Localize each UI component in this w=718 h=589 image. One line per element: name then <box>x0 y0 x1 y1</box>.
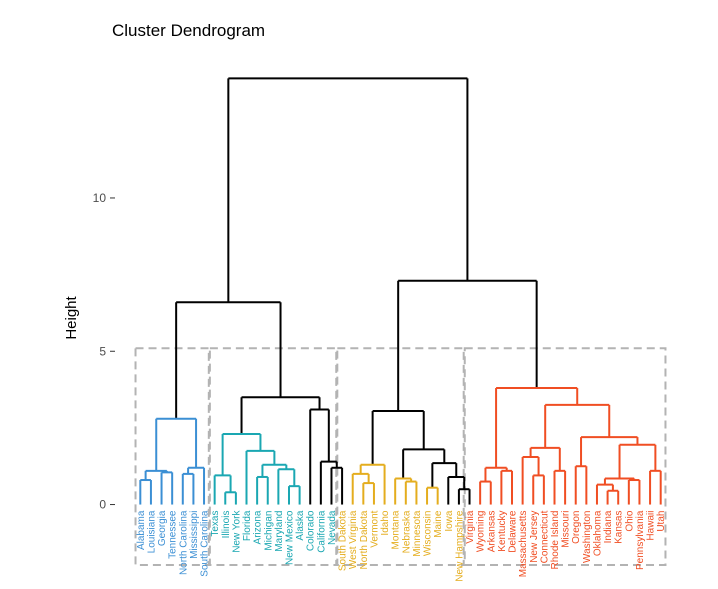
leaf-label: Georgia <box>157 510 168 546</box>
leaf-label: Oklahoma <box>592 510 603 556</box>
leaf-label: Nebraska <box>401 510 412 553</box>
dendrogram-links <box>139 77 662 505</box>
leaf-label: Massachusetts <box>518 511 529 578</box>
leaf-label: Kentucky <box>497 511 508 552</box>
leaf-label: Iowa <box>444 510 455 532</box>
leaf-label: Arkansas <box>486 511 497 553</box>
leaf-label: Tennessee <box>168 510 179 559</box>
leaf-label: Oregon <box>571 511 582 544</box>
cluster-boxes <box>134 347 667 566</box>
leaf-label: Nevada <box>327 510 338 545</box>
leaf-label: Rhode Island <box>550 511 561 570</box>
leaf-labels: Alabama Louisiana Georgia Tennessee North Ca… <box>136 510 667 582</box>
y-tick-label: 10 <box>93 191 107 205</box>
leaf-label: Wisconsin <box>423 511 434 557</box>
leaf-label: Montana <box>391 510 402 549</box>
cluster-box <box>134 347 210 566</box>
leaf-label: Arizona <box>253 510 264 544</box>
y-tick-label: 5 <box>99 344 106 358</box>
leaf-label: Missouri <box>561 511 572 548</box>
leaf-label: New Jersey <box>529 511 540 563</box>
leaf-label: West Virginia <box>348 510 359 569</box>
leaf-label: Virginia <box>465 510 476 544</box>
leaf-label: Idaho <box>380 510 391 535</box>
leaf-label: North Carolina <box>178 510 189 575</box>
leaf-label: Wyoming <box>476 511 487 553</box>
leaf-label: New Mexico <box>284 510 295 565</box>
cluster-box <box>208 347 338 566</box>
leaf-label: Illinois <box>221 511 232 539</box>
leaf-label: New York <box>231 510 242 553</box>
leaf-label: Indiana <box>603 510 614 543</box>
leaf-label: Maine <box>433 510 444 538</box>
leaf-label: North Dakota <box>359 510 370 569</box>
leaf-label: South Carolina <box>200 510 211 577</box>
leaf-label: Maryland <box>274 511 285 552</box>
leaf-label: Washington <box>582 511 593 563</box>
leaf-label: Louisiana <box>146 510 157 553</box>
y-axis-label: Height <box>63 295 80 339</box>
leaf-label: Kansas <box>614 511 625 544</box>
leaf-label: Mississippi <box>189 511 200 559</box>
leaf-label: California <box>316 510 327 553</box>
leaf-label: Vermont <box>369 510 380 547</box>
leaf-label: Delaware <box>508 510 519 553</box>
leaf-label: Connecticut <box>539 510 550 563</box>
leaf-label: New Hampshire <box>454 510 465 582</box>
leaf-label: Alabama <box>136 510 147 550</box>
cluster-box <box>336 347 465 566</box>
leaf-label: Hawaii <box>646 511 657 541</box>
leaf-label: Pennsylvania <box>635 510 646 570</box>
leaf-label: Minnesota <box>412 510 423 557</box>
leaf-label: Texas <box>210 511 221 537</box>
chart-title: Cluster Dendrogram <box>112 21 265 40</box>
leaf-label: South Dakota <box>338 510 349 571</box>
leaf-label: Ohio <box>624 510 635 532</box>
leaf-label: Alaska <box>295 510 306 540</box>
y-axis: 0 5 10 <box>93 191 115 512</box>
leaf-label: Utah <box>656 511 667 532</box>
leaf-label: Florida <box>242 510 253 541</box>
leaf-label: Michigan <box>263 511 274 551</box>
leaf-label: Colorado <box>306 510 317 551</box>
y-tick-label: 0 <box>99 498 106 512</box>
